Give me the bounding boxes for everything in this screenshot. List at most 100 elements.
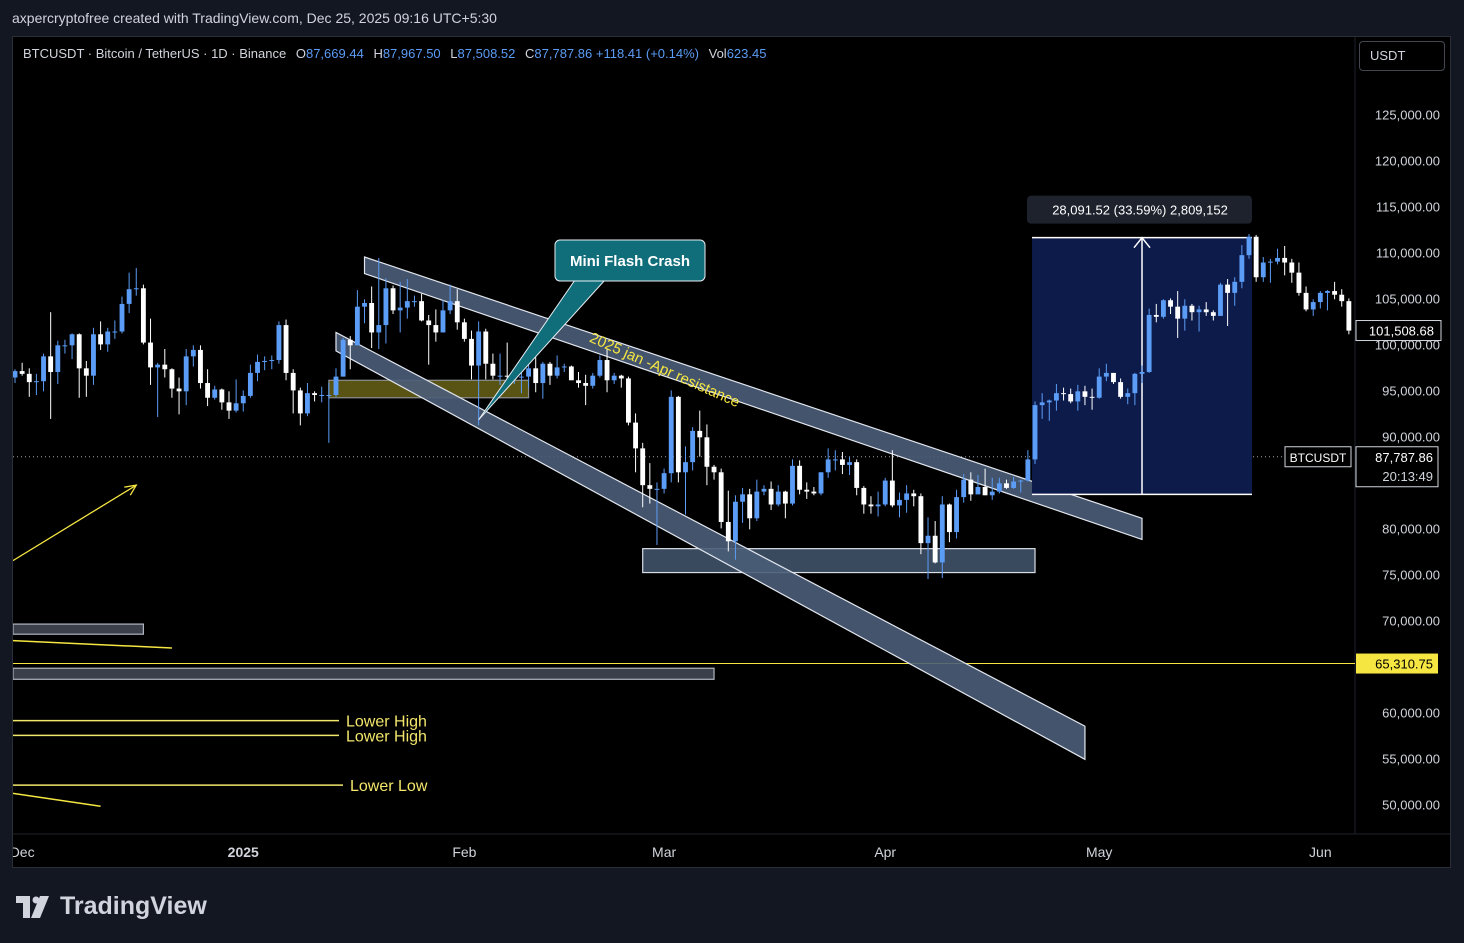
candle [1210,310,1216,321]
candle-body [861,487,867,505]
candle-body [504,375,510,377]
candle-body [1196,309,1202,313]
candle [269,355,275,370]
candle-body [697,430,703,438]
candle [568,365,574,381]
candle [461,318,467,342]
candle [1168,298,1173,315]
volume-label: Vol [708,46,727,61]
candle [1125,388,1131,405]
x-tick-label: Mar [652,844,676,860]
candle-body [376,325,382,333]
tradingview-logo[interactable]: TradingView [16,892,207,921]
y-tick-label: 105,000.00 [1375,291,1440,306]
candle [41,353,46,392]
candle-body [576,380,581,384]
y-tick-label: 95,000.00 [1382,383,1440,398]
candle [775,485,781,507]
candle [633,413,638,473]
candle-body [761,488,767,492]
x-tick-label: May [1086,844,1112,860]
candle [754,479,760,522]
brand-name: TradingView [60,892,207,920]
candle-body [1111,372,1116,383]
candle-body [704,437,710,467]
candle [412,295,417,307]
price-chart[interactable]: 28,091.52 (33.59%) 2,809,152 2025 jan -A… [13,37,1451,868]
candle [305,383,310,417]
candle [226,391,232,419]
candle [1253,234,1259,282]
candle-body [183,356,189,392]
candle-body [683,462,688,473]
candle-body [205,383,211,398]
candle [519,369,524,394]
candle [811,487,817,496]
y-tick-label: 125,000.00 [1375,107,1440,122]
candle-body [62,345,68,347]
candle [233,379,239,413]
candle-body [26,373,32,383]
candle [369,286,375,349]
currency-button[interactable]: USDT [1359,41,1445,71]
candle [1232,277,1238,306]
candle [533,357,539,393]
candle-body [1232,281,1238,293]
candle-body [1160,300,1166,317]
y-tick-label: 60,000.00 [1382,705,1440,720]
candle-body [1325,291,1330,293]
chart-frame[interactable]: 28,091.52 (33.59%) 2,809,152 2025 jan -A… [12,36,1451,868]
candle [69,333,75,360]
candle [989,477,995,500]
candle-body [1068,394,1074,402]
candle-body [1082,391,1088,397]
candle-body [1168,300,1173,307]
candle [661,468,667,494]
candle-body [604,360,610,381]
candle [1039,393,1045,419]
candle [782,490,788,519]
candle-body [904,493,910,500]
candle [1175,291,1181,338]
candle [1011,476,1017,489]
candle-body [797,465,803,490]
candle-body [162,364,168,370]
x-tick-label: Apr [874,844,896,860]
candle-body [733,501,738,542]
candle-body [661,473,667,489]
candle [1139,365,1145,384]
candle [961,474,967,503]
candle-body [932,535,938,563]
candle [340,337,346,377]
candle [433,309,439,342]
candle-body [554,367,560,376]
candle-body [419,301,425,321]
candle [169,368,175,398]
candle [362,299,367,324]
measure-label: 28,091.52 (33.59%) 2,809,152 [1052,203,1228,218]
candle-body [633,422,638,449]
candle-body [1146,314,1152,372]
candle-body [447,301,453,311]
candle [1203,302,1209,316]
candle-body [626,378,631,423]
candle-body [1289,262,1295,273]
candle-body [925,535,931,544]
candle [626,376,631,426]
candle [1189,303,1195,321]
candle [404,279,410,319]
descending-channel-band [335,331,1086,761]
candle [1196,305,1202,332]
candle [476,321,482,426]
candle [747,488,753,530]
candle [1061,387,1066,401]
candle-body [1046,400,1052,403]
candle-body [747,494,753,519]
candle [205,369,211,407]
candle [497,353,503,385]
candle [868,496,874,514]
candle [718,468,724,529]
candle [312,391,318,402]
candle-body [561,366,567,368]
candle [454,289,460,330]
